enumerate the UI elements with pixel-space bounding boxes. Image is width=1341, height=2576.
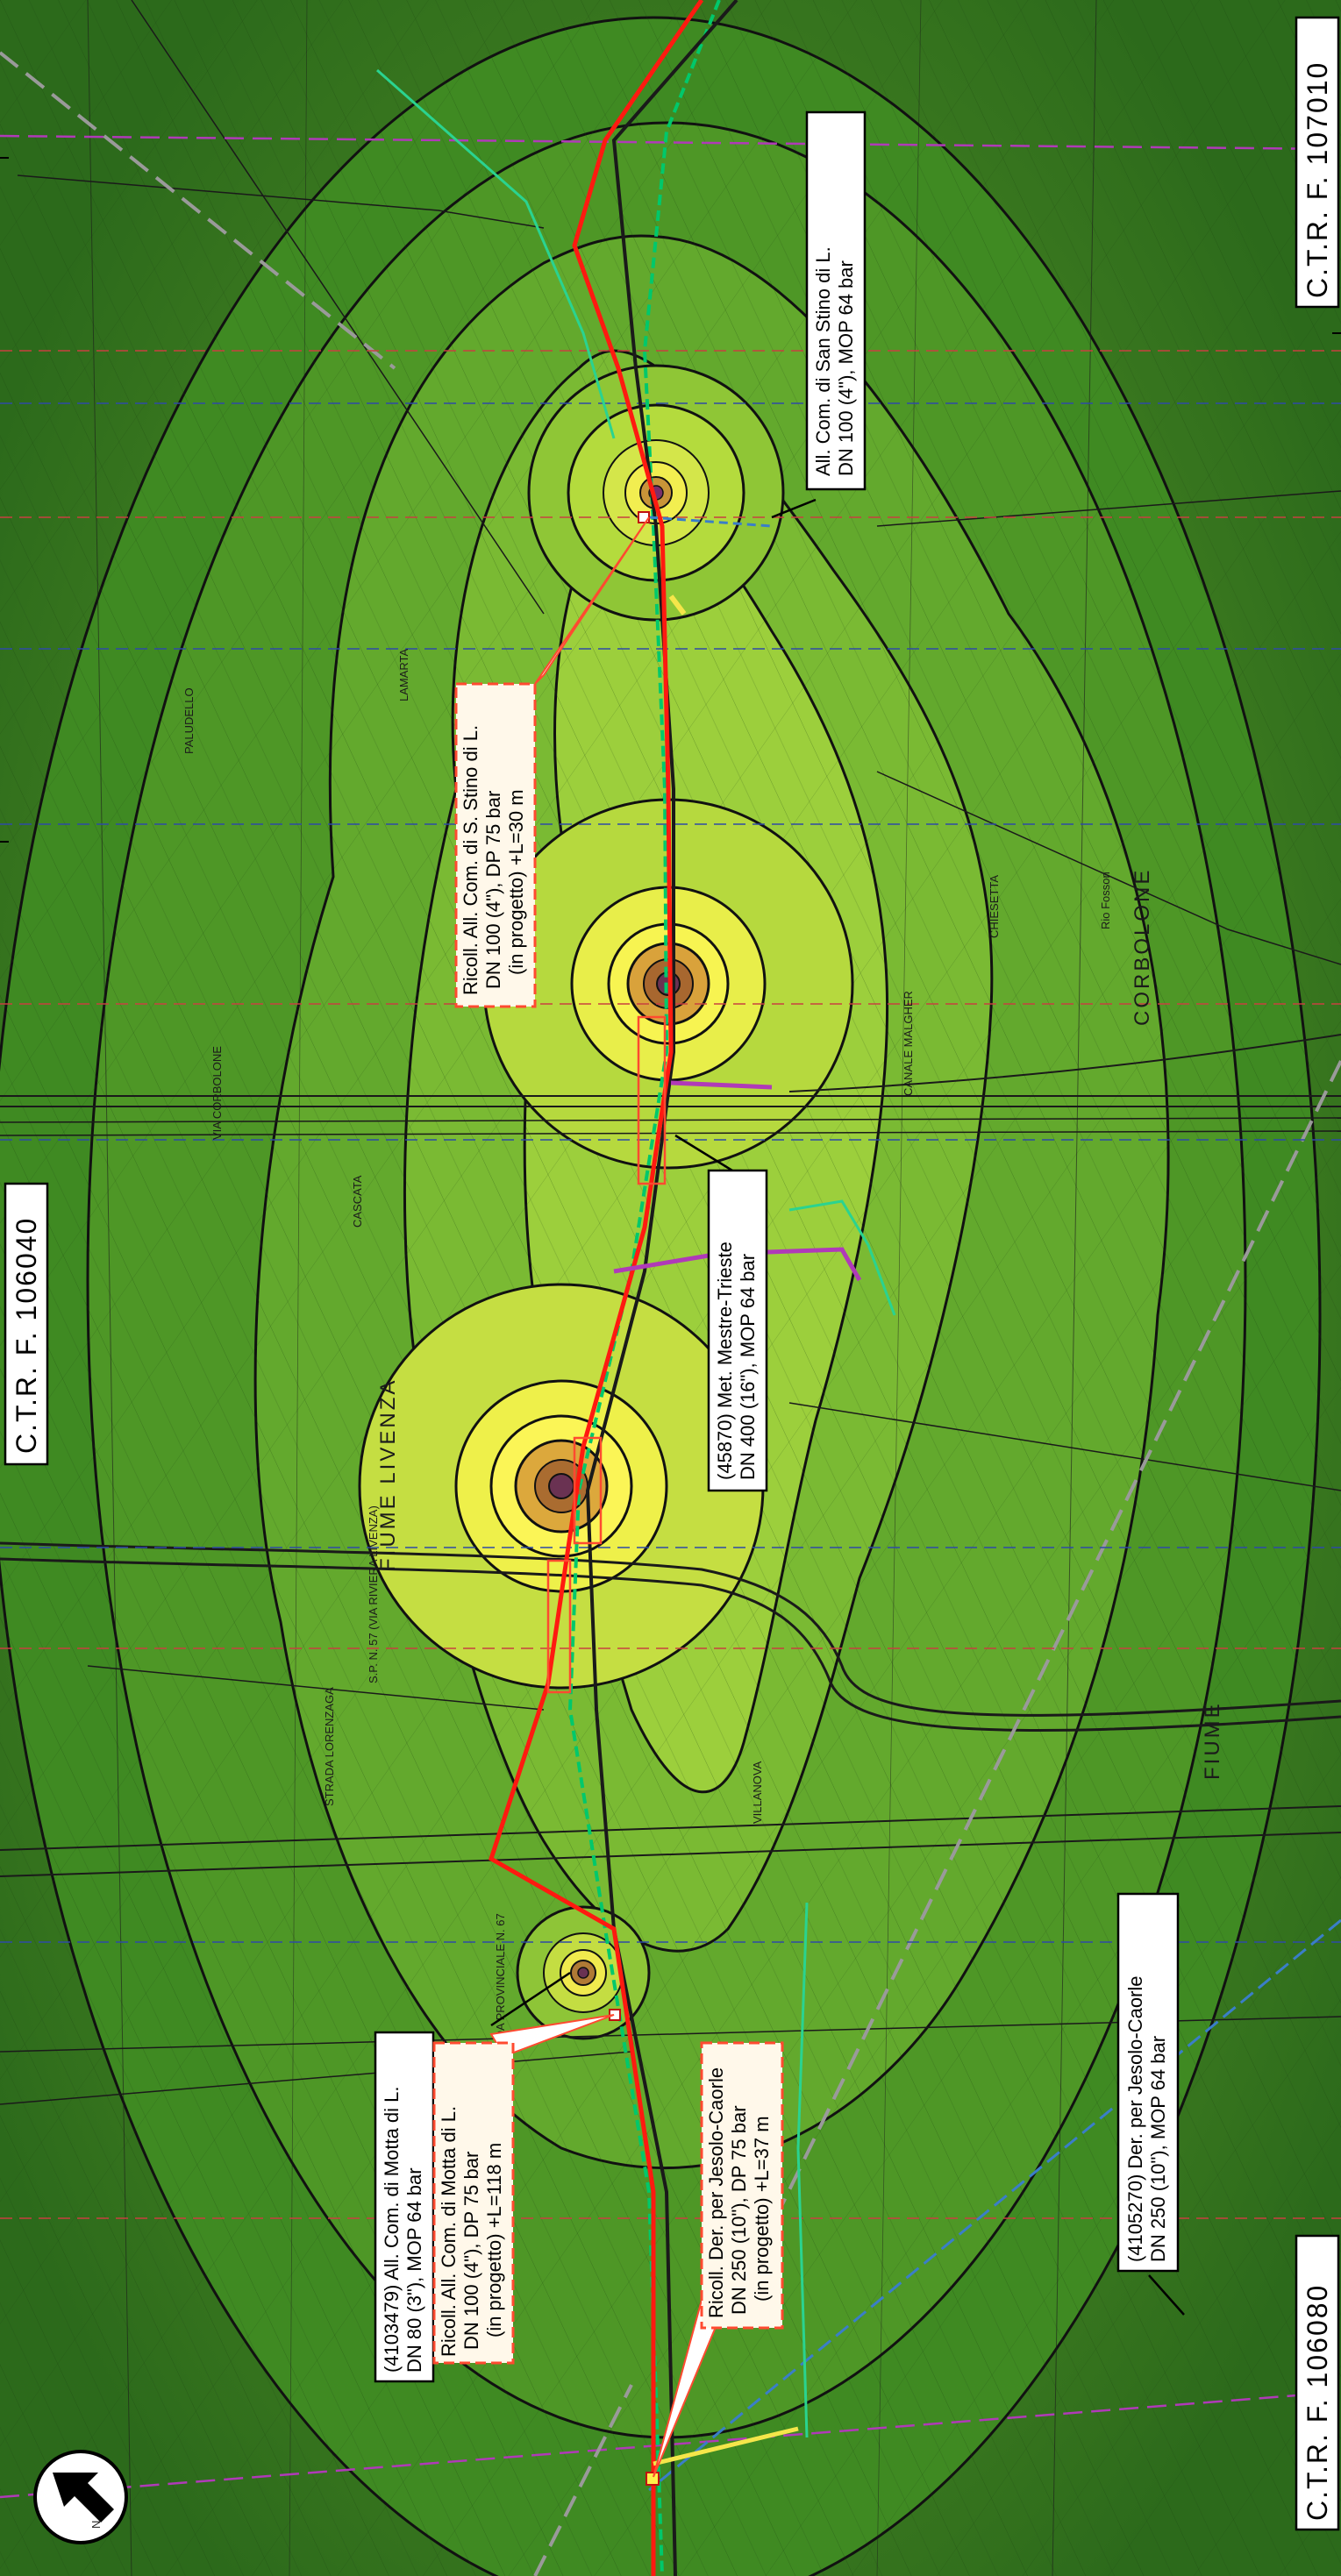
svg-text:DN 100 (4"), MOP 64 bar: DN 100 (4"), MOP 64 bar [835, 260, 857, 476]
label-sp: S.P. N. 57 (VIA RIVIERA LIVENZA) [367, 1505, 380, 1683]
svg-text:DN 250 (10"), DP 75 bar: DN 250 (10"), DP 75 bar [728, 2105, 750, 2315]
label-rio-fosson: Rio Fosson [1099, 872, 1112, 929]
pipeline-yellow-2 [668, 594, 687, 616]
hotspot-livenza [358, 1283, 765, 1690]
svg-text:Ricoll. All. Com. di S. Stino: Ricoll. All. Com. di S. Stino di L. [460, 725, 481, 995]
svg-text:Ricoll. Der. per Jesolo-Caorle: Ricoll. Der. per Jesolo-Caorle [705, 2067, 727, 2318]
label-chiesetta: CHIESETTA [988, 875, 1001, 938]
pipelines [376, 0, 896, 2576]
svg-text:C.T.R. F. 107010: C.T.R. F. 107010 [1302, 61, 1333, 298]
svg-text:C.T.R. F. 106040: C.T.R. F. 106040 [11, 1217, 42, 1454]
corridor-hatches [546, 1015, 667, 1694]
svg-text:Ricoll. All. Com. di Motta di: Ricoll. All. Com. di Motta di L. [438, 2106, 460, 2357]
svg-text:N: N [89, 2521, 103, 2529]
pipeline-red [488, 0, 704, 2576]
pipeline-yellow [653, 2426, 799, 2466]
hotspot-san-stino [527, 364, 785, 622]
callout-jesolo: (4105270) Der. per Jesolo-Caorle DN 250 … [1116, 1892, 1180, 2273]
label-cascata: CASCATA [351, 1175, 364, 1228]
callout-ricoll-motta: Ricoll. All. Com. di Motta di L. DN 100 … [432, 2041, 515, 2365]
svg-text:(in progetto) +L=30 m: (in progetto) +L=30 m [505, 789, 527, 975]
svg-text:C.T.R. F. 106080: C.T.R. F. 106080 [1302, 2284, 1333, 2521]
callout-mestre-trieste: (45870) Met. Mestre-Trieste DN 400 (16")… [707, 1169, 768, 1492]
label-lamarta: LAMARTA [397, 648, 410, 701]
svg-text:(4105270) Der. per Jesolo-Caor: (4105270) Der. per Jesolo-Caorle [1124, 1975, 1146, 2262]
label-paludello: PALUDELLO [182, 687, 196, 754]
sheet-label-bottom-left: C.T.R. F. 106080 [1295, 2234, 1340, 2531]
svg-text:(in progetto) +L=37 m: (in progetto) +L=37 m [751, 2116, 773, 2302]
pipeline-magenta [670, 1080, 773, 1090]
label-villanova: VILLANOVA [751, 1761, 764, 1824]
callout-san-stino: All. Com. di San Stino di L. DN 100 (4")… [805, 110, 867, 491]
label-corbolone: CORBOLONE [1131, 868, 1154, 1026]
svg-text:DN 400 (16"), MOP 64 bar: DN 400 (16"), MOP 64 bar [737, 1254, 759, 1480]
callout-ricoll-jesolo: Ricoll. Der. per Jesolo-Caorle DN 250 (1… [700, 2041, 784, 2330]
label-canale-malgher: CANALE MALGHER [902, 991, 915, 1096]
svg-text:DN 100 (4"), DP 75 bar: DN 100 (4"), DP 75 bar [482, 791, 504, 989]
sheet-label-top-right: C.T.R. F. 107010 [1295, 16, 1340, 309]
sheet-label-middle-left: C.T.R. F. 106040 [4, 1182, 49, 1466]
svg-text:All. Com. di San Stino di L.: All. Com. di San Stino di L. [812, 246, 834, 476]
label-fiume-livenza: FIUME LIVENZA [376, 1378, 400, 1571]
callout-leaders [489, 498, 1185, 2478]
svg-text:(45870) Met. Mestre-Trieste: (45870) Met. Mestre-Trieste [714, 1242, 736, 1480]
label-strada-lorenzaga: STRADA LORENZAGA [323, 1687, 336, 1806]
callout-motta: (4103479) All. Com. di Motta di L. DN 80… [374, 2031, 435, 2383]
label-fiume-bottom: FIUME [1201, 1701, 1224, 1780]
pipeline-teal [376, 68, 616, 439]
callout-ricoll-stino: Ricoll. All. Com. di S. Stino di L. DN 1… [454, 682, 537, 1008]
svg-text:DN 250 (10"), MOP 64 bar: DN 250 (10"), MOP 64 bar [1147, 2036, 1169, 2262]
north-arrow-icon: N [33, 2450, 128, 2544]
pipeline-green [567, 0, 721, 2576]
label-strada-prov: STRADA PROVINCIALE N. 67 [494, 1913, 507, 2069]
dashed-boundaries [0, 51, 1341, 2576]
pipeline-magenta-2 [613, 1247, 862, 1282]
pipeline-blue-dash [648, 516, 773, 528]
place-labels: FIUME LIVENZA FIUME CANALE MALGHER CORBO… [182, 648, 1224, 2069]
pipeline-teal-2 [788, 1199, 896, 1316]
frame-ticks [0, 157, 1341, 843]
svg-text:(in progetto) +L=118 m: (in progetto) +L=118 m [483, 2143, 505, 2338]
svg-text:DN 100 (4"), DP 75 bar: DN 100 (4"), DP 75 bar [460, 2152, 482, 2350]
svg-text:DN 80 (3"), MOP 64 bar: DN 80 (3"), MOP 64 bar [403, 2167, 425, 2373]
svg-text:(4103479) All. Com. di Motta d: (4103479) All. Com. di Motta di L. [381, 2087, 403, 2373]
pipeline-teal-3 [796, 1902, 809, 2438]
label-via-corbolone: VIA CORBOLONE [210, 1046, 224, 1140]
